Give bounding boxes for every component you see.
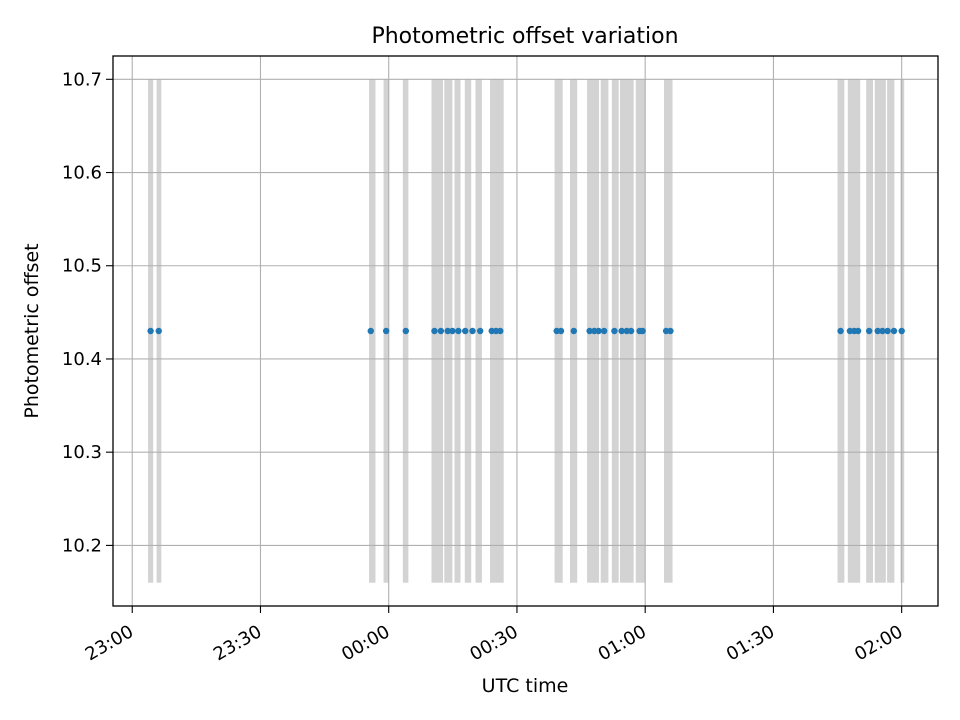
data-point <box>890 327 898 335</box>
data-point <box>898 327 905 335</box>
data-point <box>462 327 469 335</box>
data-point <box>147 327 154 335</box>
data-point <box>382 327 390 335</box>
y-tick-label: 10.4 <box>62 349 102 370</box>
x-axis-title: UTC time <box>482 675 569 697</box>
data-point <box>879 327 886 335</box>
data-point <box>557 327 565 335</box>
data-point <box>402 327 410 335</box>
data-point <box>449 327 456 335</box>
data-point <box>586 327 593 335</box>
y-tick-label: 10.2 <box>62 535 102 556</box>
data-point <box>618 327 625 335</box>
data-point <box>444 327 451 335</box>
y-tick-label: 10.3 <box>62 442 102 463</box>
data-point <box>469 327 476 335</box>
y-tick-label: 10.6 <box>62 163 102 184</box>
chart-title: Photometric offset variation <box>371 24 678 49</box>
data-point <box>865 327 873 335</box>
y-axis-title: Photometric offset <box>21 243 43 418</box>
data-point <box>884 327 891 335</box>
data-point <box>431 327 438 335</box>
data-point <box>497 327 504 335</box>
plot-frame <box>112 55 939 607</box>
data-point <box>611 327 618 335</box>
points-layer <box>147 327 905 335</box>
data-point <box>367 327 374 335</box>
data-point <box>874 327 881 335</box>
data-point <box>639 327 646 335</box>
data-point <box>570 327 577 335</box>
data-point <box>155 327 162 335</box>
data-point <box>476 327 484 335</box>
data-point <box>437 327 445 335</box>
observation-band <box>887 79 895 583</box>
y-tick-label: 10.7 <box>62 69 102 90</box>
data-point <box>595 327 602 335</box>
data-point <box>627 327 635 335</box>
data-point <box>600 327 608 335</box>
data-point <box>837 327 844 335</box>
y-tick-label: 10.5 <box>62 256 102 277</box>
data-point <box>667 327 674 335</box>
data-point <box>455 327 462 335</box>
data-point <box>854 327 862 335</box>
